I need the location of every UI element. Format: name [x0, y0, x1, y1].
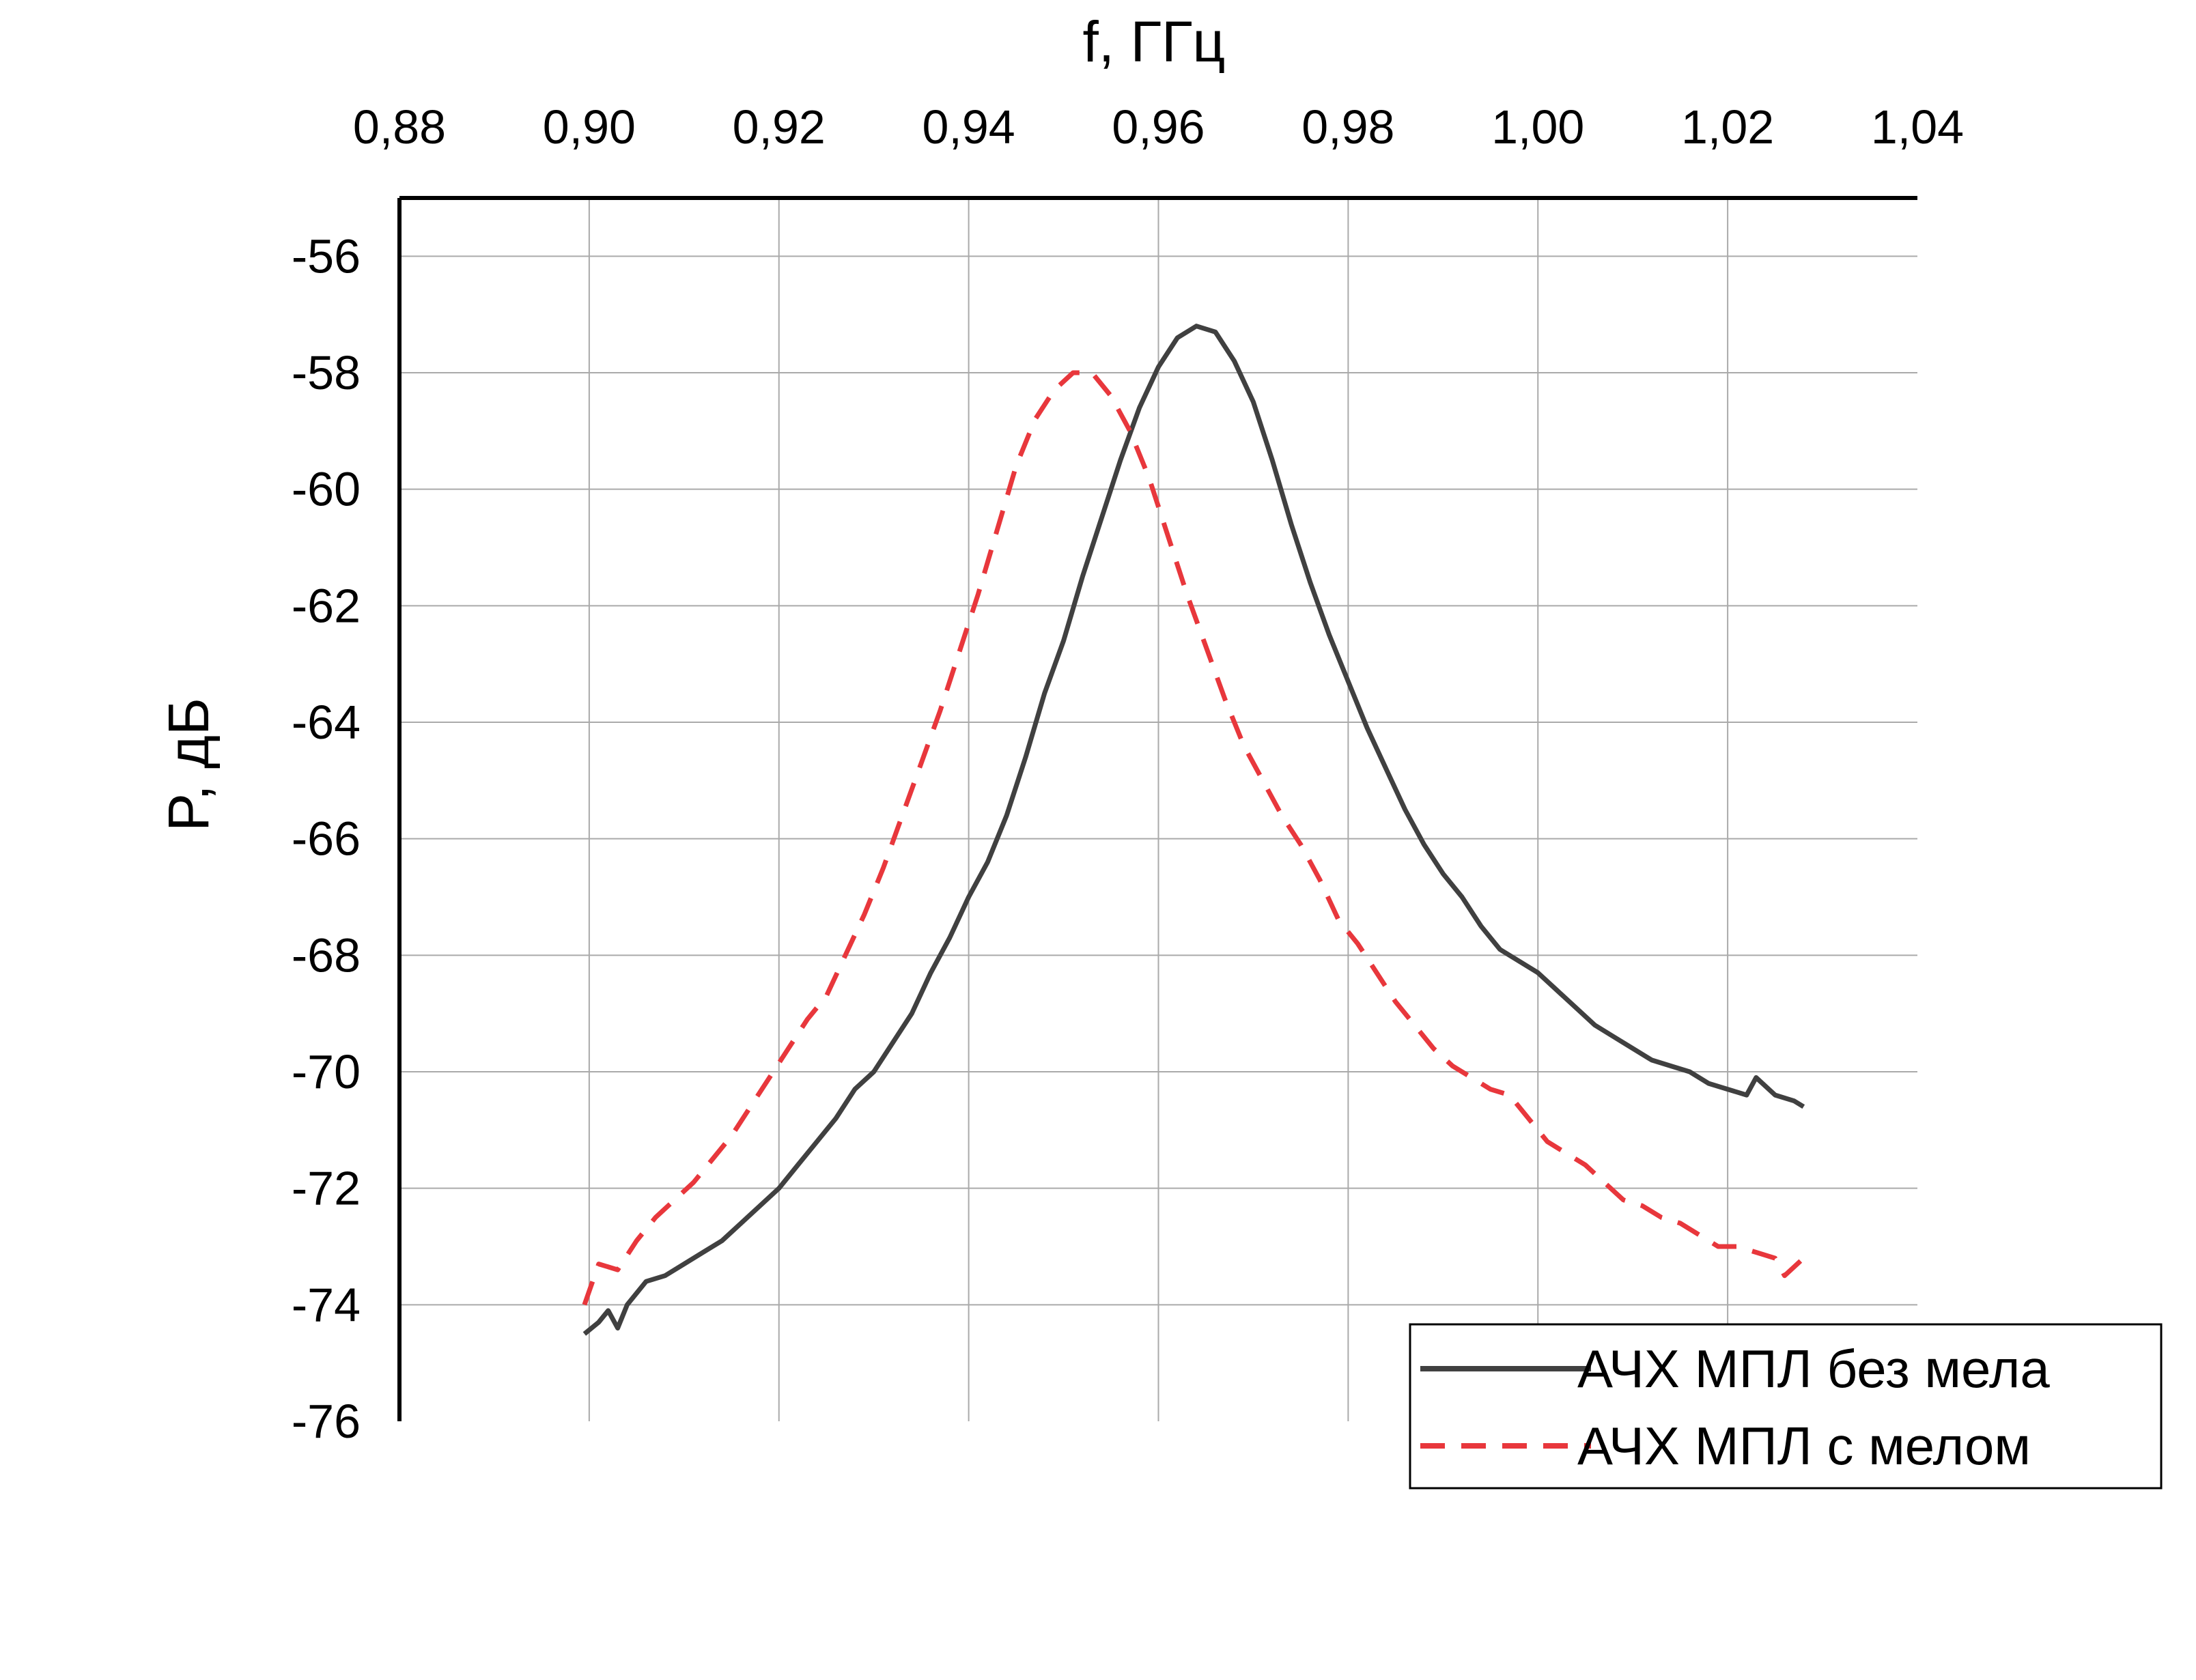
- x-tick-label: 1,04: [1871, 100, 1964, 154]
- series-line-solid: [582, 324, 1805, 1336]
- y-tick-label: -58: [292, 346, 361, 399]
- y-tick-labels: -56 -58 -60 -62 -64 -66 -68 -70 -72 -74 -76: [292, 229, 361, 1448]
- legend-box: [1409, 1323, 2163, 1490]
- legend: АЧХ МПЛ без мела АЧХ МПЛ с мелом: [1409, 1323, 2163, 1490]
- x-tick-label: 0,92: [733, 100, 826, 154]
- y-tick-label: -68: [292, 928, 361, 982]
- y-tick-label: -76: [292, 1395, 361, 1448]
- y-tick-label: -72: [292, 1162, 361, 1215]
- y-tick-label: -66: [292, 812, 361, 866]
- legend-label-solid: АЧХ МПЛ без мела: [1577, 1339, 2050, 1399]
- y-tick-label: -70: [292, 1045, 361, 1098]
- x-tick-label: 0,98: [1301, 100, 1394, 154]
- y-tick-label: -56: [292, 229, 361, 283]
- grid: [399, 198, 1917, 1421]
- series-layer: [582, 324, 1805, 1336]
- x-tick-label: 1,02: [1681, 100, 1774, 154]
- x-tick-label: 0,94: [923, 100, 1015, 154]
- x-tick-label: 1,00: [1491, 100, 1584, 154]
- series-line-dashed: [582, 370, 1805, 1306]
- y-tick-label: -60: [292, 463, 361, 516]
- y-axis-title: P, дБ: [156, 698, 221, 831]
- y-tick-label: -64: [292, 696, 361, 749]
- x-axis-title: f, ГГц: [1082, 10, 1225, 74]
- y-tick-label: -74: [292, 1278, 361, 1331]
- axes: [397, 196, 1917, 1421]
- x-tick-label: 0,90: [543, 100, 636, 154]
- y-tick-label: -62: [292, 579, 361, 632]
- x-tick-labels: 0,88 0,90 0,92 0,94 0,96 0,98 1,00 1,02 1,04: [353, 100, 1964, 154]
- x-tick-label: 0,88: [353, 100, 446, 154]
- x-tick-label: 0,96: [1112, 100, 1205, 154]
- legend-label-dashed: АЧХ МПЛ с мелом: [1577, 1416, 2031, 1476]
